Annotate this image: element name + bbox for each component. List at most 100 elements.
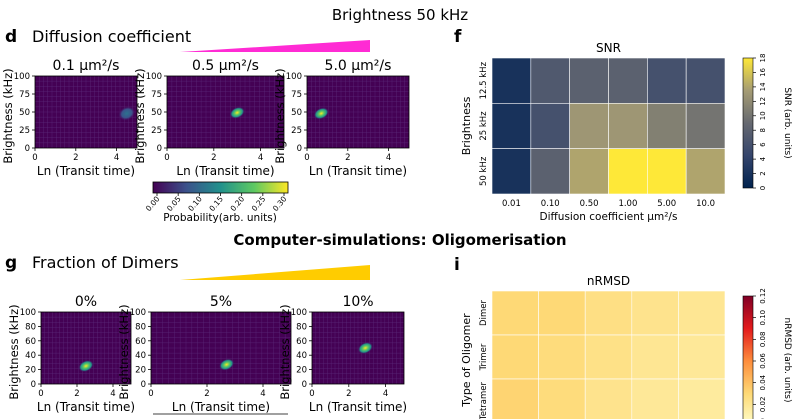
axes-frame — [150, 311, 292, 385]
colorbar-tick-label: 8 — [759, 128, 767, 132]
axes-frame — [311, 311, 405, 385]
snr-cell — [530, 148, 570, 195]
nrmsd-cell — [631, 334, 679, 380]
snr-cell — [491, 103, 532, 149]
x-tick-label: 0 — [164, 153, 169, 163]
x-tick-label: 0 — [148, 389, 153, 399]
y-tick-label: 50 — [291, 108, 302, 118]
nrmsd-cell — [538, 290, 586, 336]
y-tick-label: Dimer — [479, 300, 489, 326]
y-tick-label: 100 — [146, 72, 162, 82]
y-tick-label: 75 — [291, 90, 302, 100]
snr-cell — [647, 148, 687, 195]
nrmsd-cell — [491, 334, 539, 380]
y-tick-label: 25 — [19, 126, 30, 136]
colorbar-tick-label: 0.20 — [229, 194, 247, 213]
heatmap-g2: 5% 0 20 40 60 80 100 0 2 4Ln (Transit time) Bright… — [117, 294, 292, 414]
y-tick-label: 100 — [286, 72, 302, 82]
y-axis-label: Brightness (kHz) — [133, 68, 147, 163]
snr-cell — [530, 103, 570, 149]
panel-title: 10% — [342, 294, 373, 310]
distribution-peak — [218, 358, 235, 371]
y-tick-label: 100 — [20, 308, 36, 318]
snr-cell — [569, 103, 609, 149]
x-tick-label: 0.01 — [502, 199, 521, 209]
nrmsd-cell — [584, 290, 633, 336]
y-tick-label: 80 — [135, 322, 146, 332]
y-tick-label: 75 — [19, 90, 30, 100]
x-tick-label: 5.00 — [657, 199, 676, 209]
y-tick-label: 40 — [296, 351, 307, 361]
colorbar-tick-label: 0.12 — [759, 288, 767, 304]
x-tick-label: 2 — [204, 389, 209, 399]
colorbar-tick-label: 10 — [759, 111, 767, 120]
nrmsd-cell — [491, 290, 539, 336]
x-tick-label: 2 — [345, 153, 350, 163]
colorbar-tick-label: 2 — [759, 171, 767, 175]
y-tick-label: 25 kHz — [479, 111, 489, 141]
snr-cell — [491, 57, 532, 104]
distribution-peak — [78, 359, 94, 373]
distribution-peak — [229, 106, 245, 119]
snr-cell — [608, 103, 648, 149]
y-axis-label: Brightness (kHz) — [7, 304, 21, 399]
panel-title: 5% — [210, 294, 232, 310]
panel-d-title: Diffusion coefficient — [32, 27, 191, 46]
y-tick-label: 40 — [25, 351, 36, 361]
x-axis-label: Ln (Transit time) — [309, 164, 407, 178]
snr-cell — [647, 57, 687, 104]
nrmsd-colorbar — [742, 295, 754, 419]
panel-title: 5.0 μm²/s — [325, 58, 392, 74]
x-tick-label: 4 — [114, 153, 119, 163]
heatmap-g3: 10% 0 20 40 60 80 100 0 2 4Ln (Transit time) Brigh… — [278, 294, 407, 414]
y-tick-label: 100 — [14, 72, 30, 82]
colorbar-label: SNR (arb. units) — [782, 87, 792, 158]
nrmsd-cell — [678, 290, 726, 336]
y-tick-label: 0 — [157, 144, 162, 154]
y-axis-label: Brightness (kHz) — [278, 304, 292, 399]
y-tick-label: 75 — [151, 90, 162, 100]
snr-cell — [685, 148, 726, 195]
nrmsd-cell — [678, 378, 726, 419]
distribution-peak — [357, 341, 373, 355]
colorbar-tick-label: 0.15 — [207, 194, 225, 213]
distribution-peak — [313, 107, 329, 120]
x-tick-label: 0 — [309, 389, 314, 399]
nrmsd-heatmap: nRMSD Dimer Trimer Tetramer Type of Oligomer — [460, 274, 726, 419]
y-tick-label: Trimer — [479, 343, 489, 371]
y-tick-label: Tetramer — [479, 381, 489, 419]
y-tick-label: 60 — [135, 337, 146, 347]
section-title: Computer-simulations: Oligomerisation — [233, 231, 566, 249]
colorbar-label: Probability(arb. units) — [163, 212, 277, 224]
y-axis-label: Brightness — [460, 96, 473, 155]
y-tick-label: 0 — [31, 380, 36, 390]
y-tick-label: 20 — [296, 366, 307, 376]
panel-title: 0.1 μm²/s — [53, 58, 120, 74]
colorbar-tick-label: 0.05 — [165, 194, 183, 213]
y-tick-label: 20 — [25, 366, 36, 376]
nrmsd-cell — [678, 334, 726, 380]
x-tick-label: 4 — [386, 153, 391, 163]
y-axis-label: Brightness (kHz) — [117, 304, 131, 399]
x-tick-label: 4 — [260, 389, 265, 399]
x-tick-label: 2 — [211, 153, 216, 163]
y-axis-label: Type of Oligomer — [460, 313, 473, 408]
snr-cell — [685, 57, 726, 104]
x-tick-label: 10.0 — [696, 199, 715, 209]
x-tick-label: 0 — [32, 153, 37, 163]
nrmsd-title: nRMSD — [587, 274, 630, 288]
nrmsd-cell — [584, 334, 633, 380]
y-tick-label: 0 — [297, 144, 302, 154]
panel-title: 0% — [75, 294, 97, 310]
panel-title: 0.5 μm²/s — [192, 58, 259, 74]
colorbar-tick-label: 18 — [759, 54, 767, 63]
colorbar-tick-label: 14 — [759, 82, 767, 91]
colorbar-tick-label: 0.10 — [759, 310, 767, 326]
colorbar-tick-label: 16 — [759, 67, 767, 76]
y-axis-label: Brightness (kHz) — [1, 68, 15, 163]
colorbar-tick-label: 0.02 — [759, 397, 767, 413]
x-tick-label: 4 — [110, 389, 115, 399]
panel-d-letter: d — [5, 27, 17, 47]
